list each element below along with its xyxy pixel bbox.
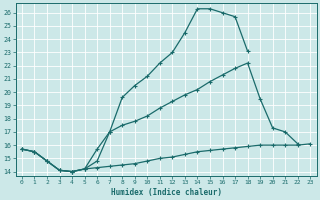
X-axis label: Humidex (Indice chaleur): Humidex (Indice chaleur) (111, 188, 221, 197)
